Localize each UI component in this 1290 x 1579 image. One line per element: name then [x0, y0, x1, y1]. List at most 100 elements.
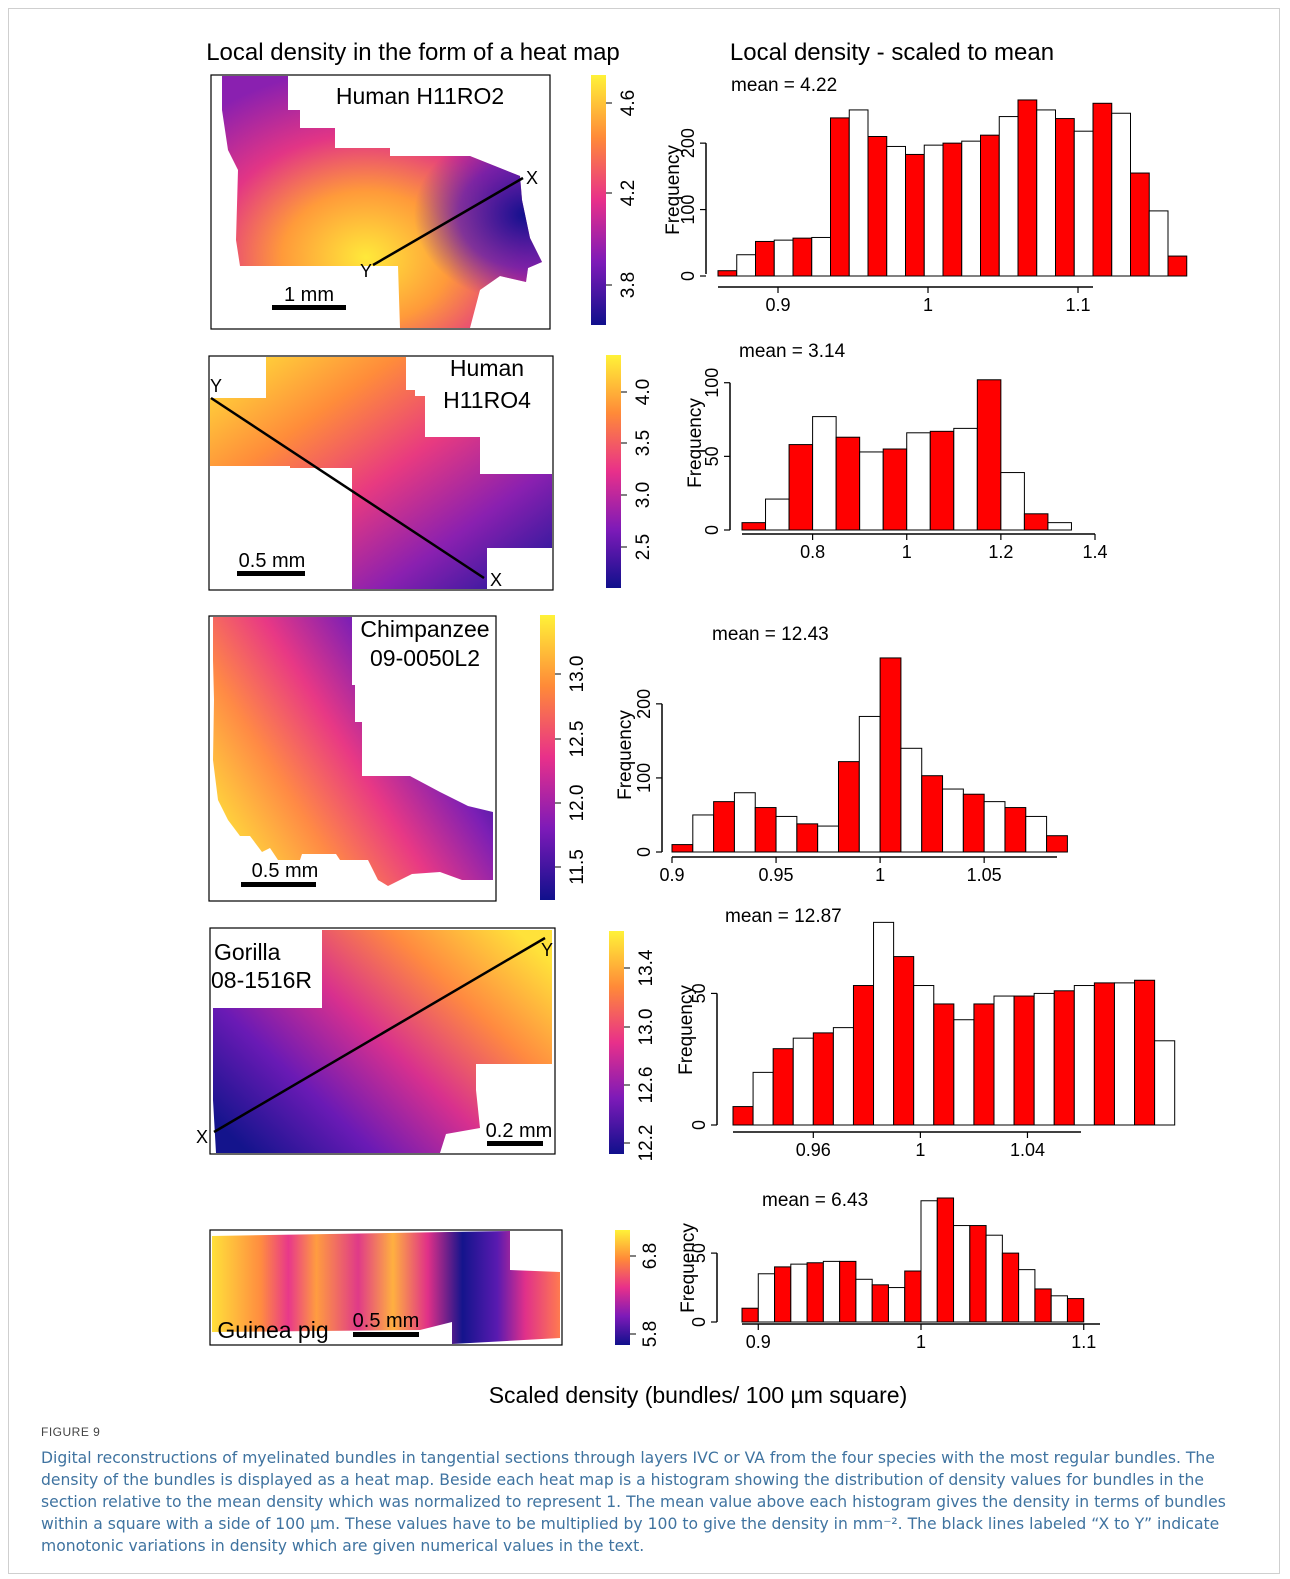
- y-axis-label: Frequency: [678, 1223, 699, 1313]
- shared-x-axis-label: Scaled density (bundles/ 100 µm square): [489, 1382, 908, 1408]
- histogram-bar: [774, 1266, 792, 1323]
- colorbar-tick-label: 3.5: [633, 430, 654, 456]
- histogram-bar: [886, 145, 906, 277]
- mean-label: mean = 12.43: [712, 624, 829, 645]
- heatmap-panel-human-h11ro2: X Y Human H11RO2 1 mm 3.8 4.2 4.6: [210, 74, 639, 330]
- x-tick-label: 1: [902, 542, 912, 562]
- colorbar: [615, 1230, 630, 1345]
- histogram-1-labels: mean = 4.22 Frequency: [663, 75, 837, 235]
- histogram-bar: [790, 1263, 808, 1323]
- heatmap-density-surface: [210, 357, 552, 589]
- histogram-bar: [754, 807, 777, 853]
- histogram-bar: [969, 1225, 987, 1323]
- histogram-bar: [832, 1027, 854, 1126]
- right-column-title: Local density - scaled to mean: [730, 39, 1054, 66]
- histogram-bar: [1066, 1298, 1085, 1323]
- histogram-bar: [942, 142, 963, 277]
- colorbar-tick-label: 6.8: [640, 1243, 661, 1269]
- y-tick-label: 0: [689, 1120, 709, 1130]
- x-tick-label: 1.1: [1071, 1332, 1096, 1352]
- histogram-bar: [1092, 102, 1113, 277]
- histogram-bar: [1148, 210, 1169, 277]
- x-to-y-line: [213, 936, 546, 1134]
- mean-label: mean = 6.43: [762, 1190, 868, 1211]
- histogram-bar: [953, 1019, 975, 1126]
- x-tick-label: 1.2: [988, 542, 1013, 562]
- histogram-bar: [1004, 807, 1027, 853]
- heatmap-panel-chimpanzee: Chimpanzee 09-0050L2 0.5 mm 11.5 12.0 12…: [208, 615, 588, 902]
- figure-frame: [8, 8, 1280, 1574]
- histogram-bar: [942, 788, 964, 853]
- colorbar-tick-label: 12.2: [636, 1125, 657, 1162]
- y-endpoint-label: Y: [360, 261, 372, 281]
- histogram-bar: [1047, 522, 1072, 531]
- heatmap-low-density-region: [222, 76, 542, 328]
- histogram-bar: [1055, 118, 1075, 277]
- histogram-bar: [933, 1003, 955, 1126]
- x-tick-label: 1.05: [967, 865, 1002, 885]
- x-tick-label: 1.04: [1010, 1140, 1045, 1160]
- mean-label: mean = 12.87: [725, 906, 842, 927]
- histogram-bar: [733, 792, 756, 853]
- y-tick-label: 0: [689, 1317, 709, 1327]
- y-tick-label: 100: [702, 368, 722, 398]
- histogram-bar: [671, 844, 694, 853]
- histogram-bar: [887, 1287, 906, 1323]
- histogram-bar: [757, 1273, 776, 1323]
- histogram-bar: [741, 1307, 759, 1323]
- histogram-bar: [772, 1048, 794, 1126]
- histogram-bar: [1053, 990, 1075, 1126]
- scale-bar-label: 0.2 mm: [486, 1120, 553, 1142]
- colorbar-tick-label: 3.8: [618, 272, 639, 298]
- histogram-bar: [985, 1234, 1003, 1323]
- histogram-bar: [1093, 982, 1115, 1126]
- histogram-bar: [713, 801, 735, 853]
- x-tick-label: 1.1: [1065, 295, 1090, 315]
- x-tick-label: 1: [875, 865, 885, 885]
- heatmap-density-surface: [212, 1231, 560, 1344]
- x-tick-label: 0.9: [659, 865, 684, 885]
- left-column-title: Local density in the form of a heat map: [206, 39, 620, 66]
- scale-bar: [237, 571, 305, 576]
- histogram-bar: [1167, 255, 1188, 277]
- colorbar: [540, 615, 555, 900]
- colorbar-tick-label: 13.0: [567, 656, 588, 693]
- histogram-bar: [835, 436, 861, 531]
- scale-bar-label: 1 mm: [284, 284, 334, 306]
- histogram-bar: [976, 379, 1002, 531]
- x-endpoint-label: X: [526, 168, 538, 188]
- colorbar-tick-label: 11.5: [567, 849, 588, 885]
- colorbar: [591, 75, 606, 325]
- histogram-bar: [848, 109, 869, 277]
- y-endpoint-label: Y: [210, 376, 222, 396]
- histogram-bar: [906, 432, 931, 531]
- scale-bar-label: 0.5 mm: [239, 550, 306, 572]
- histogram-bar: [879, 657, 902, 853]
- histogram-bar: [1025, 815, 1048, 853]
- scale-bar: [487, 1141, 543, 1146]
- x-tick-label: 0.95: [759, 865, 794, 885]
- histogram-bar: [1073, 985, 1095, 1126]
- colorbar: [606, 355, 621, 588]
- x-tick-label: 0.9: [765, 295, 790, 315]
- histogram-bar: [867, 136, 888, 277]
- y-tick-label: 50: [702, 446, 722, 466]
- histogram-4-labels: mean = 12.87 Frequency: [676, 906, 842, 1075]
- y-axis-label: Frequency: [615, 710, 636, 800]
- x-tick-label: 0.9: [746, 1332, 771, 1352]
- histogram-bar: [852, 985, 875, 1126]
- histogram-bar: [837, 761, 860, 853]
- colorbar-tick-label: 4.2: [618, 180, 639, 206]
- colorbar-tick-label: 12.6: [636, 1067, 657, 1104]
- histogram-bar: [904, 1270, 922, 1323]
- x-endpoint-label: X: [196, 1127, 208, 1147]
- x-tick-label: 1.4: [1082, 542, 1107, 562]
- histogram-bar: [893, 956, 915, 1126]
- histogram-bar: [961, 140, 981, 277]
- specimen-label-line-2: H11RO4: [443, 387, 531, 413]
- scale-bar: [353, 1332, 419, 1337]
- specimen-label-line-1: Gorilla: [214, 939, 281, 965]
- histogram-bar: [817, 825, 839, 853]
- histogram-bar: [752, 1071, 774, 1126]
- specimen-label-line-2: 08-1516R: [211, 967, 312, 993]
